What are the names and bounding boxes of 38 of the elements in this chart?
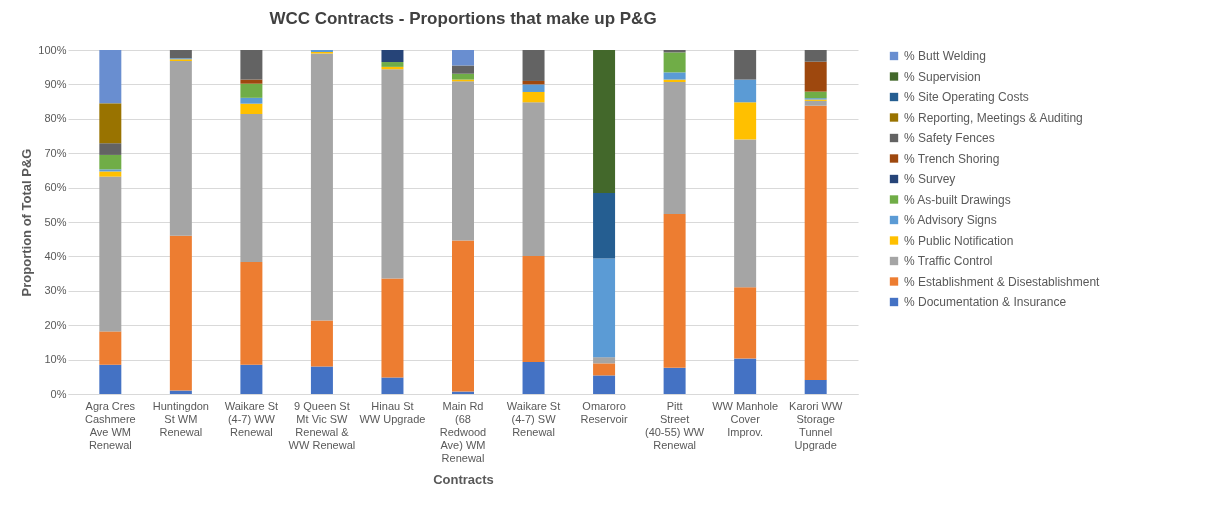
y-tick-label: 30%	[44, 284, 67, 297]
y-tick-label: 50%	[44, 215, 67, 228]
y-tick-label: 40%	[44, 249, 67, 262]
y-tick-label: 80%	[44, 112, 67, 125]
y-tick-label: 70%	[44, 146, 67, 159]
x-tick-label: Omaroro Reservoir	[580, 399, 628, 425]
x-tick-label: Agra Cres Cashmere Ave WM Renewal	[84, 399, 136, 451]
x-tick-label: Waikare St (4-7) WW Renewal	[224, 399, 279, 438]
legend-label: % Traffic Control	[904, 254, 993, 268]
y-tick-label: 10%	[44, 353, 67, 366]
legend-label: % As-built Drawings	[904, 192, 1011, 207]
legend-label: % Supervision	[904, 69, 981, 84]
y-tick-label: 0%	[50, 387, 67, 400]
y-tick-label: 90%	[44, 77, 67, 90]
y-tick-label: 20%	[44, 318, 67, 331]
x-tick-label: Karori WW Storage Tunnel Upgrade	[789, 399, 843, 451]
legend-label: % Butt Welding	[904, 49, 986, 63]
x-tick-label: 9 Queen St Mt Vic SW Renewal & WW Renewal	[288, 399, 356, 451]
legend-label: % Documentation & Insurance	[904, 295, 1067, 309]
legend-label: % Safety Fences	[904, 131, 995, 145]
x-tick-label: Main Rd (68 Redwood Ave) WM Renewal	[439, 399, 487, 464]
x-tick-label: Hinau St WW Upgrade	[359, 399, 426, 425]
x-tick-label: Huntingdon St WM Renewal	[152, 399, 209, 438]
x-tick-label: Waikare St (4-7) SW Renewal	[506, 399, 561, 438]
legend-label: % Public Notification	[904, 233, 1014, 248]
legend-label: % Survey	[904, 172, 956, 186]
y-tick-label: 60%	[44, 181, 67, 194]
legend-label: % Reporting, Meetings & Auditing	[904, 110, 1083, 125]
legend-label: % Site Operating Costs	[904, 90, 1029, 104]
y-tick-label: 100%	[38, 43, 67, 56]
x-tick-label: Pitt Street (40-55) WW Renewal	[644, 399, 705, 451]
x-axis-title: Contracts	[433, 471, 494, 487]
x-tick-label: WW Manhole Cover Improv.	[712, 399, 779, 438]
legend-label: % Trench Shoring	[904, 151, 1000, 166]
legend-label: % Establishment & Disestablishment	[904, 274, 1101, 289]
y-axis-title: Proportion of Total P&G	[19, 148, 35, 297]
legend-label: % Advisory Signs	[904, 213, 997, 227]
chart-title: WCC Contracts - Proportions that make up P&G	[269, 9, 657, 28]
